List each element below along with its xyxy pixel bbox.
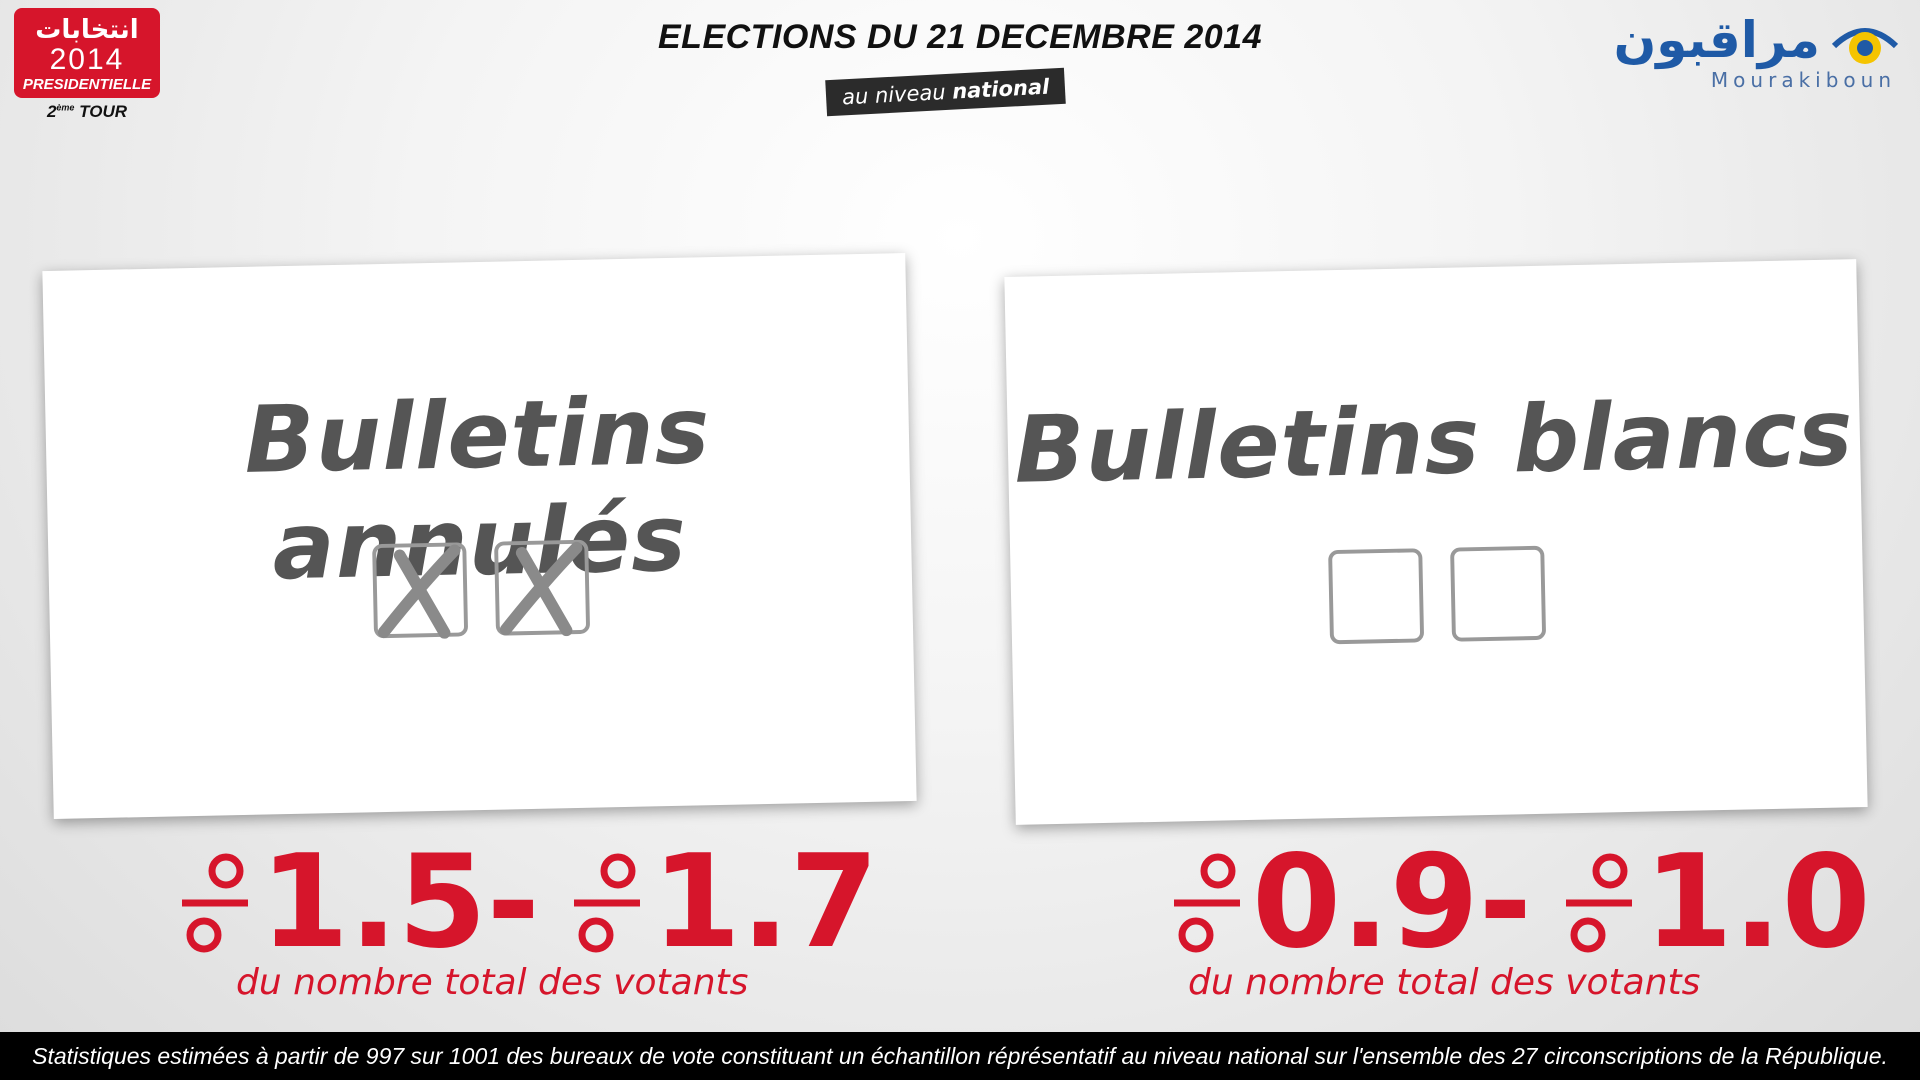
range-low-annulled: 1.5 [260,828,487,977]
badge-type: PRESIDENTIELLE [22,76,152,93]
badge-red-panel: انتخابات 2014 PRESIDENTIELLE [14,8,160,98]
badge-round-word: TOUR [79,102,128,121]
range-separator: - [486,828,540,977]
card-title-blank: Bulletins blancs [1013,379,1855,504]
percent-range-blank: 0.9 - 1.0 [1168,838,1871,968]
percent-icon [1174,853,1240,953]
range-separator: - [1478,828,1532,977]
range-high-blank: 1.0 [1643,828,1871,977]
badge-round-suffix: ème [56,102,75,113]
subtitle-prefix: au niveau [841,80,947,110]
note-blank: du nombre total des votants [1188,962,1701,1003]
percent-icon [1565,853,1632,953]
card-annulled: Bulletins annulés [42,253,917,819]
eye-icon [1831,28,1899,64]
checkbox-group-annulled [48,531,913,647]
percent-icon [182,853,248,953]
mourakiboun-logo: مراقبون Mourakiboun [1600,10,1900,92]
crossed-box-icon [371,542,468,639]
card-blank: Bulletins blancs [1004,259,1868,825]
crossed-box-icon [493,539,590,637]
election-badge: انتخابات 2014 PRESIDENTIELLE 2ème TOUR [14,8,160,122]
subtitle-bold: national [951,74,1050,104]
range-high-annulled: 1.7 [651,828,879,977]
footer-disclaimer: Statistiques estimées à partir de 997 su… [0,1032,1920,1080]
empty-box-icon [1450,545,1546,642]
logo-arabic-text: مراقبون [1613,11,1820,69]
empty-box-icon [1328,548,1424,645]
percent-icon [573,853,640,953]
subtitle-tag: au niveau national [825,67,1067,117]
page-title: ELECTIONS DU 21 DECEMBRE 2014 [658,18,1262,56]
logo-latin-text: Mourakiboun [1710,68,1896,92]
percent-range-annulled: 1.5 - 1.7 [176,838,879,968]
checkbox-group-blank [1010,537,1864,653]
range-low-blank: 0.9 [1252,828,1479,977]
badge-arabic-text: انتخابات [35,15,139,45]
badge-round-number: 2 [46,102,57,121]
badge-year: 2014 [49,43,125,76]
badge-round: 2ème TOUR [14,102,160,122]
note-annulled: du nombre total des votants [236,962,749,1003]
